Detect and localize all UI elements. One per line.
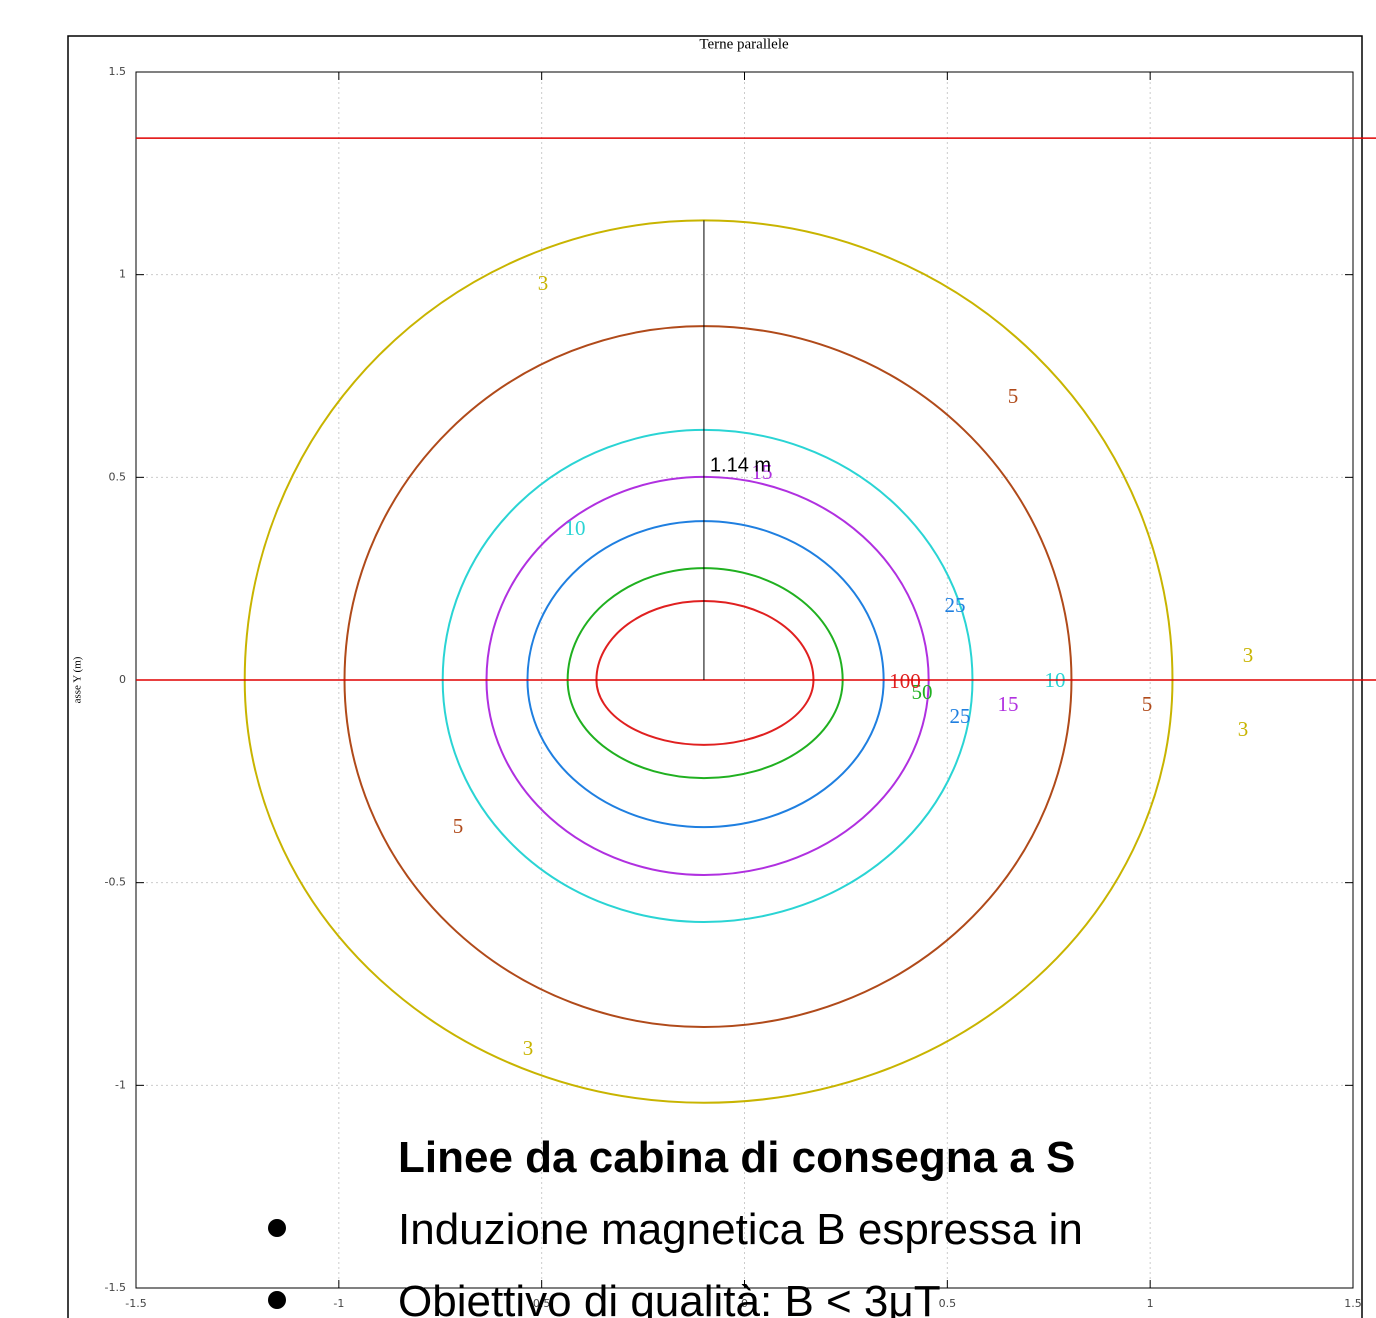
bullet-text: Obiettivo di qualità: B < 3μT [398,1277,941,1318]
contour-label: 3 [538,271,549,295]
contour-label: 25 [950,704,971,728]
bullet-text: Induzione magnetica B espressa in [398,1205,1083,1254]
contour-label: 25 [945,593,966,617]
heading: Linee da cabina di consegna a S [398,1133,1075,1182]
contour [595,599,815,746]
plot-area: -1.5 -1 0.5 0 0.5 1 1.5 1.5 1 0.5 0 -0.5 -1 -1.5 3 3 3 3 5… [105,65,1376,1310]
contour-label: 5 [1008,384,1019,408]
contour-label: 3 [1238,717,1249,741]
contour-label: 5 [453,814,464,838]
y-axis-label: asse Y (m) [72,656,84,703]
chart-title: Terne parallele [699,36,789,52]
contour [243,219,1174,1104]
contour-label: 100 [889,669,921,693]
x-tick-label: 0 [741,1297,748,1310]
y-tick-label: -0.5 [105,876,126,889]
overlay: Linee da cabina di consegna a S Induzion… [268,1133,1083,1318]
y-tick-label: 1 [119,268,126,281]
y-tick-label: 0 [119,673,126,686]
contour-label: 15 [998,692,1019,716]
x-tick-label: -1 [333,1297,344,1310]
contour-label: 3 [1243,643,1254,667]
contour-label: 5 [1142,692,1153,716]
contour [526,520,885,829]
x-tick-label: 0.5 [533,1297,551,1310]
bullet [268,1291,286,1309]
x-tick-label: 1 [1147,1297,1154,1310]
contour [566,567,844,780]
contour-label: 3 [523,1036,534,1060]
bullet [268,1219,286,1237]
y-tick-label: 1.5 [109,65,127,78]
contour-label: 15 [752,460,773,484]
outer-frame [67,35,1363,1318]
dimension-label: 1.14 m [710,454,771,476]
y-tick-label: -1.5 [105,1281,126,1294]
y-tick-label: -1 [115,1078,126,1091]
x-tick-label: 1.5 [1344,1297,1362,1310]
contour [485,475,930,876]
x-tick-label: 0.5 [939,1297,957,1310]
contour-label: 10 [565,516,586,540]
contour-label: 50 [912,680,933,704]
x-tick-label: -1.5 [125,1297,146,1310]
y-tick-label: 0.5 [109,470,127,483]
